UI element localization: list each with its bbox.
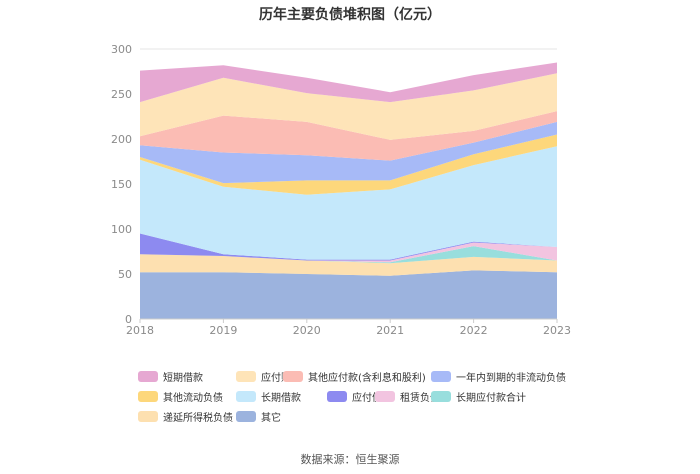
source-note: 数据来源：恒生聚源 <box>300 453 400 466</box>
legend-swatch <box>236 391 256 402</box>
legend-swatch <box>236 411 256 422</box>
area-series[interactable] <box>140 246 557 264</box>
legend-label: 租赁负债 <box>400 391 440 404</box>
area-series[interactable] <box>140 242 557 263</box>
area-series[interactable] <box>140 146 557 260</box>
legend-label: 递延所得税负债 <box>163 411 233 424</box>
x-tick-label: 2019 <box>209 324 237 337</box>
x-tick-label: 2021 <box>376 324 404 337</box>
legend-swatch <box>283 371 303 382</box>
legend-item[interactable]: 长期应付款合计 <box>431 391 526 404</box>
legend-item[interactable]: 长期借款 <box>236 391 301 404</box>
area-series[interactable] <box>140 121 557 184</box>
legend-label: 一年内到期的非流动负债 <box>456 371 566 384</box>
legend-swatch <box>138 391 158 402</box>
x-tick-label: 2018 <box>126 324 154 337</box>
legend-swatch <box>138 411 158 422</box>
legend-item[interactable]: 其他应付款(含利息和股利) <box>283 371 426 384</box>
legend-label: 其它 <box>261 411 281 424</box>
legend-swatch <box>375 391 395 402</box>
legend-item[interactable]: 其他流动负债 <box>138 391 223 404</box>
legend-swatch <box>236 371 256 382</box>
legend-item[interactable]: 其它 <box>236 411 281 424</box>
area-series[interactable] <box>140 254 557 276</box>
y-tick-label: 50 <box>118 268 132 281</box>
x-tick-label: 2023 <box>543 324 571 337</box>
legend-swatch <box>431 371 451 382</box>
legend-swatch <box>431 391 451 402</box>
legend-swatch <box>327 391 347 402</box>
legend-label: 长期应付款合计 <box>456 391 526 404</box>
legend-item[interactable]: 短期借款 <box>138 371 203 384</box>
legend-swatch <box>138 371 158 382</box>
area-series[interactable] <box>140 134 557 195</box>
chart-title: 历年主要负债堆积图（亿元） <box>259 7 441 23</box>
y-tick-label: 300 <box>111 43 132 56</box>
legend-label: 其他流动负债 <box>163 391 223 404</box>
x-tick-label: 2020 <box>293 324 321 337</box>
legend-item[interactable]: 租赁负债 <box>375 391 440 404</box>
area-series[interactable] <box>140 73 557 140</box>
legend-item[interactable]: 递延所得税负债 <box>138 411 233 424</box>
legend-item[interactable]: 一年内到期的非流动负债 <box>431 371 566 384</box>
x-tick-label: 2022 <box>460 324 488 337</box>
y-tick-label: 0 <box>125 313 132 326</box>
axis-layer: 0 50 100 150 200 250 300 2018 2019 2020 2021 2022 20… <box>111 43 571 337</box>
legend-label: 其他应付款(含利息和股利) <box>308 371 426 384</box>
y-tick-label: 150 <box>111 178 132 191</box>
area-layer <box>140 62 557 319</box>
area-series[interactable] <box>140 111 557 161</box>
y-tick-label: 100 <box>111 223 132 236</box>
area-series[interactable] <box>140 62 557 103</box>
y-tick-label: 200 <box>111 133 132 146</box>
area-series[interactable] <box>140 270 557 319</box>
y-tick-label: 250 <box>111 88 132 101</box>
legend-label: 短期借款 <box>163 371 203 384</box>
legend-label: 长期借款 <box>261 391 301 404</box>
